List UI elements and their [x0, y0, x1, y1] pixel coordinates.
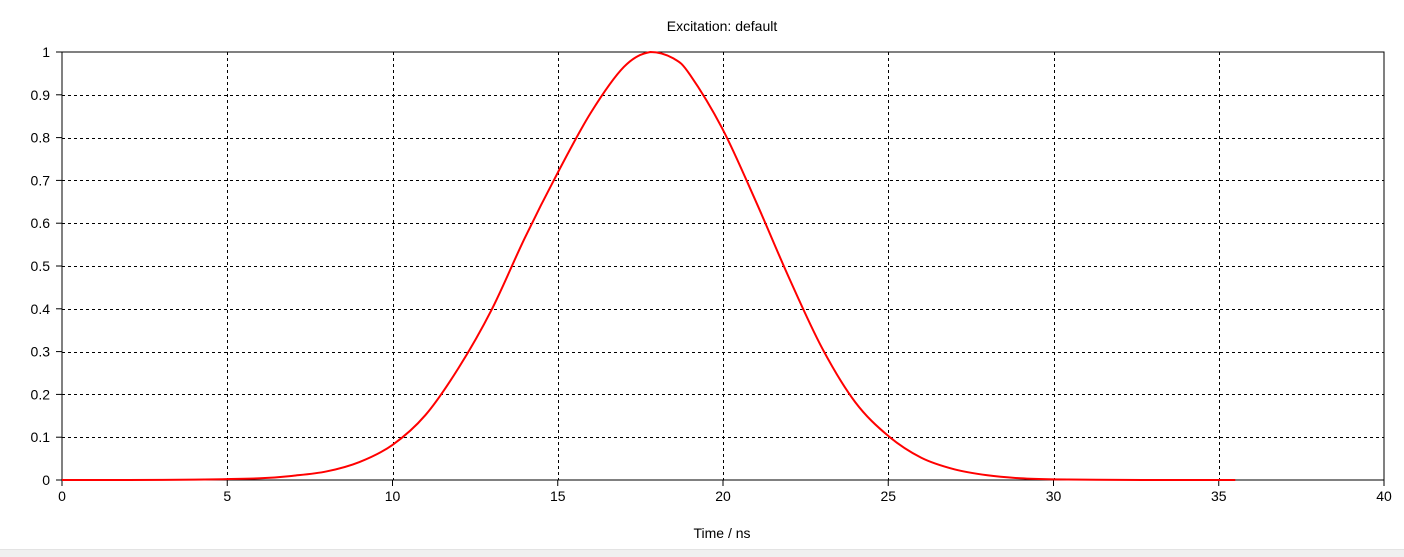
- x-axis-label: Time / ns: [693, 525, 750, 541]
- y-tick-label: 0.3: [31, 344, 51, 360]
- y-tick-label: 0: [42, 472, 50, 488]
- x-tick-label: 10: [385, 488, 401, 504]
- chart-title: Excitation: default: [667, 18, 778, 34]
- x-tick-label: 30: [1046, 488, 1062, 504]
- x-tick-label: 35: [1211, 488, 1227, 504]
- y-tick-label: 0.9: [31, 87, 51, 103]
- y-tick-label: 0.2: [31, 386, 51, 402]
- y-tick-label: 0.5: [31, 258, 51, 274]
- grid: [62, 52, 1384, 480]
- y-tick-label: 0.7: [31, 172, 51, 188]
- y-tick-label: 0.8: [31, 130, 51, 146]
- x-tick-label: 25: [880, 488, 896, 504]
- x-tick-label: 40: [1376, 488, 1392, 504]
- x-tick-label: 15: [550, 488, 566, 504]
- y-tick-label: 0.4: [31, 301, 51, 317]
- x-tick-label: 0: [58, 488, 66, 504]
- x-tick-label: 5: [223, 488, 231, 504]
- y-axis: 0 0.1 0.2 0.3 0.4 0.5 0.6 0.7 0.8 0.9 1: [31, 44, 62, 488]
- y-tick-label: 1: [42, 44, 50, 60]
- x-tick-label: 20: [715, 488, 731, 504]
- y-tick-label: 0.1: [31, 429, 51, 445]
- y-tick-label: 0.6: [31, 215, 51, 231]
- x-axis: 0 5 10 15 20 25 30 35 40: [58, 480, 1392, 504]
